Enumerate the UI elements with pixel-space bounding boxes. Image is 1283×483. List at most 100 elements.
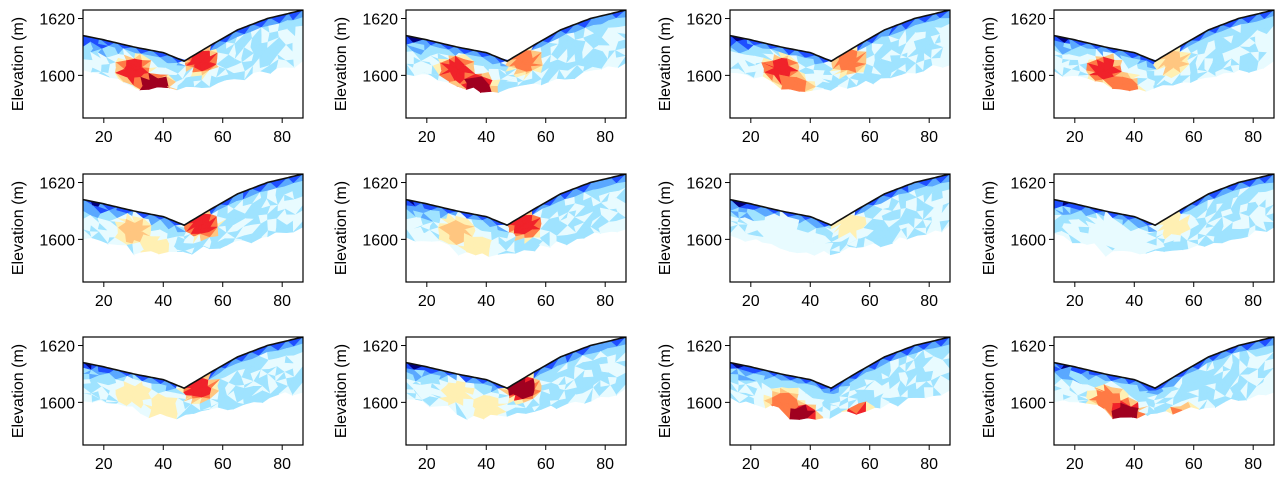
mesh-cell <box>779 245 790 252</box>
x-tick-label: 60 <box>861 456 879 473</box>
mesh-cell <box>1154 249 1165 252</box>
mesh-cell <box>1104 408 1114 419</box>
y-axis-label: Elevation (m) <box>657 181 674 275</box>
mesh-cell <box>455 402 468 421</box>
topography-line <box>406 10 626 63</box>
y-tick-label: 1600 <box>39 395 75 412</box>
mesh-cell <box>98 230 110 245</box>
mesh-cell <box>933 386 942 397</box>
topography-line <box>1054 10 1274 63</box>
mesh-cell <box>932 220 943 233</box>
mesh-cell <box>83 66 92 73</box>
y-tick-label: 1600 <box>686 395 722 412</box>
mesh-cell <box>540 78 550 86</box>
y-tick-label: 1600 <box>362 395 398 412</box>
mesh-cell <box>556 235 567 245</box>
mesh-cell <box>286 224 295 234</box>
axes-frame <box>1053 9 1275 119</box>
mesh-cell <box>268 393 279 399</box>
mesh-cell <box>252 65 262 74</box>
mesh-cell <box>942 57 950 68</box>
mesh-cell <box>291 381 303 396</box>
y-tick-label: 1600 <box>686 68 722 85</box>
mesh-cell <box>456 244 468 256</box>
mesh-cell <box>421 399 431 407</box>
mesh-cell <box>897 396 909 407</box>
mesh-cell <box>556 69 566 80</box>
mesh-cell <box>217 402 228 411</box>
mesh-cell <box>165 411 178 420</box>
mesh-cell <box>1137 84 1147 92</box>
mesh-cell <box>233 238 243 242</box>
mesh-cell <box>880 74 891 79</box>
mesh-cell <box>473 84 482 93</box>
mesh-cell <box>251 395 263 403</box>
mesh-cell <box>1120 406 1134 418</box>
mesh-cell <box>730 68 739 74</box>
y-tick-label: 1600 <box>1010 395 1046 412</box>
y-tick-label: 1600 <box>39 68 75 85</box>
mesh-cell <box>1203 399 1217 409</box>
mesh-cell <box>267 230 277 238</box>
x-tick-label: 60 <box>214 456 232 473</box>
mesh-cell <box>473 408 485 420</box>
mesh-cell <box>505 250 516 254</box>
y-tick-label: 1600 <box>686 232 722 249</box>
x-tick-label: 60 <box>214 129 232 146</box>
mesh-cell <box>781 85 790 90</box>
axes-frame <box>729 173 951 283</box>
mesh-cell <box>83 393 94 403</box>
axes-frame <box>729 9 951 119</box>
y-axis-label: Elevation (m) <box>981 17 998 111</box>
mesh-cell <box>1265 382 1274 396</box>
y-tick-label: 1620 <box>39 176 75 193</box>
topography-line <box>83 337 303 390</box>
x-tick-label: 20 <box>742 129 760 146</box>
mesh-cell <box>1054 68 1063 77</box>
mesh-cell <box>406 228 416 242</box>
mesh-cell <box>940 380 950 396</box>
x-tick-label: 20 <box>95 293 113 310</box>
mesh-cell <box>1120 84 1131 92</box>
y-tick-label: 1620 <box>362 339 398 356</box>
axes-frame <box>405 336 627 446</box>
mesh-cell <box>488 248 499 257</box>
mesh-cell <box>744 233 758 242</box>
mesh-cell <box>617 55 626 68</box>
mesh-cell <box>914 389 926 399</box>
x-tick-label: 60 <box>1185 293 1203 310</box>
mesh-cell <box>284 385 294 396</box>
axes-frame <box>82 9 304 119</box>
y-tick-label: 1620 <box>686 12 722 29</box>
y-axis-label: Elevation (m) <box>333 181 350 275</box>
mesh-cell <box>761 236 773 245</box>
mesh-cell <box>181 81 195 88</box>
x-tick-label: 60 <box>861 129 879 146</box>
y-axis-label: Elevation (m) <box>657 344 674 438</box>
mesh-cell <box>865 401 876 412</box>
mesh-cell <box>1238 64 1250 73</box>
y-axis-label: Elevation (m) <box>981 344 998 438</box>
x-tick-label: 40 <box>477 293 495 310</box>
x-tick-label: 40 <box>801 293 819 310</box>
mesh-cell <box>150 246 160 255</box>
mesh-cell <box>1204 71 1217 79</box>
mesh-cell <box>1204 235 1215 247</box>
mesh-cell <box>812 86 825 91</box>
mesh-cell <box>429 73 440 81</box>
mesh-cell <box>574 394 586 404</box>
mesh-cell <box>116 401 127 407</box>
x-tick-label: 80 <box>1244 129 1262 146</box>
y-tick-label: 1620 <box>362 176 398 193</box>
mesh-cell <box>83 229 93 240</box>
mesh-cell <box>730 392 740 404</box>
y-tick-label: 1600 <box>362 232 398 249</box>
mesh-cell <box>1263 54 1274 69</box>
mesh-cell <box>941 219 950 232</box>
mesh-cell <box>897 68 908 75</box>
axes-frame <box>405 173 627 283</box>
